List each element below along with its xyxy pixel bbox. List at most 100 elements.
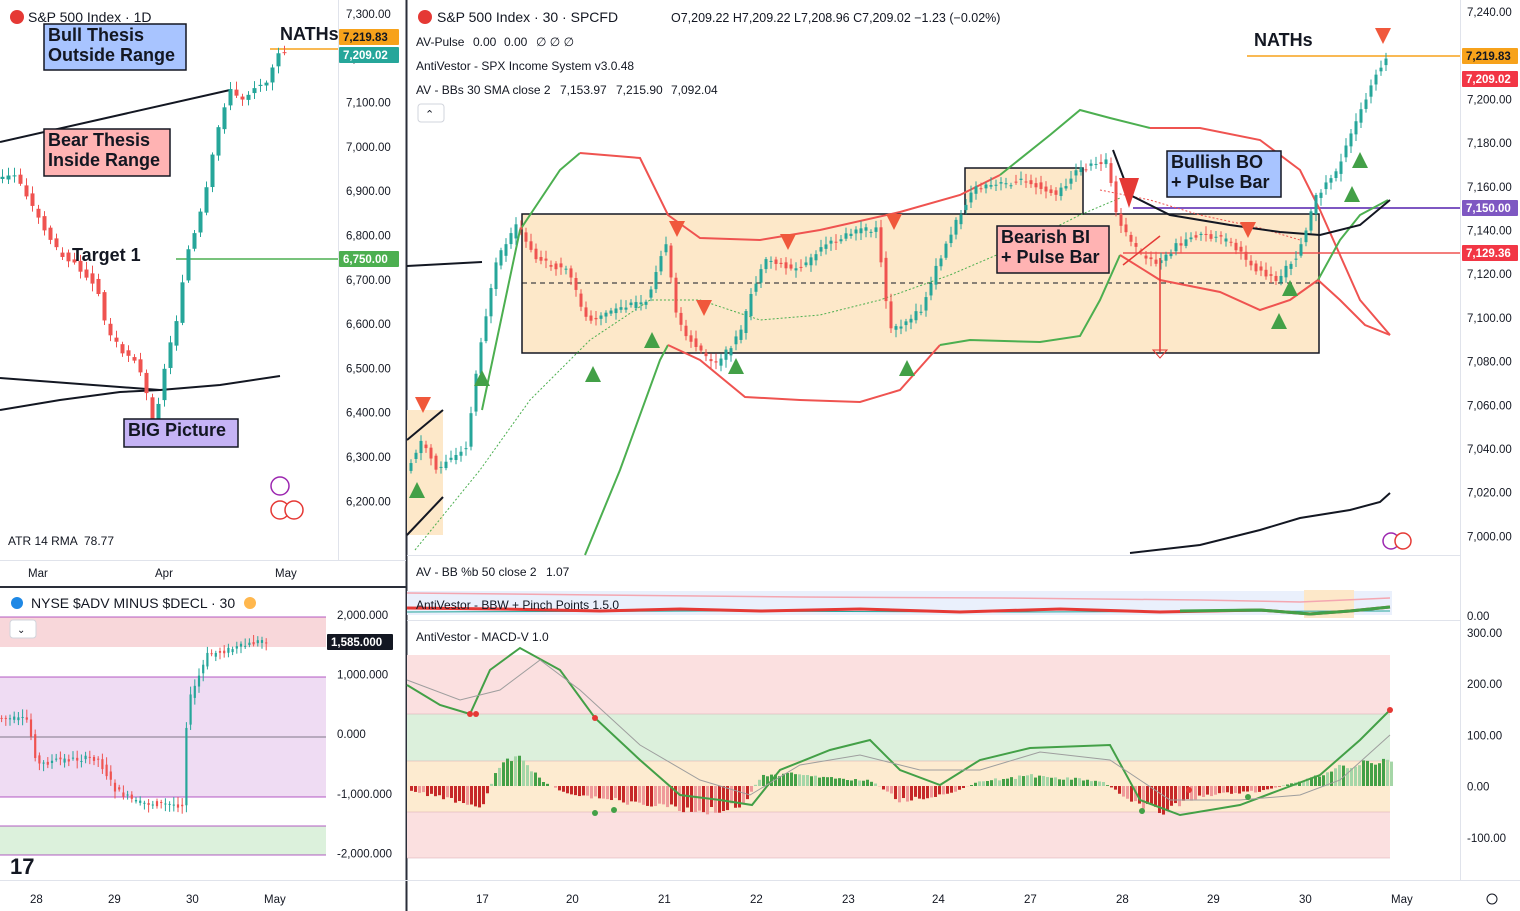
price-candle	[644, 301, 648, 305]
bb-upper	[579, 152, 1001, 242]
price-candle	[1159, 260, 1163, 264]
price-candle	[1204, 233, 1208, 235]
macd-hist-bar	[1262, 786, 1265, 791]
price-candle	[679, 312, 683, 325]
price-candle	[964, 204, 968, 211]
price-tag	[339, 29, 399, 45]
macd-hist-bar	[1210, 786, 1213, 797]
price-candle	[694, 338, 698, 347]
left-top-chart: 7,300.007,200.007,100.007,000.006,900.00…	[0, 9, 399, 580]
adv-decl-candle	[42, 762, 45, 764]
price-candle	[919, 311, 923, 313]
price-candle	[859, 228, 863, 234]
macd-hist-bar	[414, 786, 417, 792]
long-sma	[1129, 492, 1391, 554]
adv-decl-candle	[38, 755, 41, 764]
price-candle	[509, 233, 513, 245]
macd-hist-bar	[1114, 786, 1117, 790]
bb-lower	[1119, 254, 1319, 312]
price-candle	[699, 345, 703, 351]
macd-hist-bar	[578, 786, 581, 797]
adv-decl-candle	[147, 803, 150, 805]
start-line	[406, 409, 444, 441]
price-candle	[1309, 211, 1313, 231]
price-candle	[464, 448, 468, 450]
adv-decl-candle	[63, 758, 66, 763]
adv-decl-candle	[176, 804, 180, 808]
bullish-bo-box	[1166, 150, 1282, 198]
price-candle	[759, 269, 763, 283]
macd-hist-bar	[1142, 786, 1145, 809]
price-candle	[989, 185, 993, 187]
price-candle	[589, 315, 593, 321]
bull-thesis-text: Bull Thesis	[48, 25, 144, 45]
adv-decl-candle	[189, 694, 192, 725]
macd-hist-bar	[1374, 764, 1377, 786]
adv-decl-candle	[76, 757, 79, 761]
price-candle	[564, 268, 568, 270]
price-candle	[939, 258, 943, 267]
bull-thesis-box	[43, 23, 187, 71]
price-candle	[954, 219, 958, 235]
sell-arrow	[696, 300, 712, 316]
x-tick-label: 30	[1299, 894, 1312, 906]
bbw-tick: 0.00	[1467, 611, 1489, 623]
macd-hist-bar	[1006, 778, 1009, 786]
price-candle	[959, 214, 963, 225]
price-candle	[1019, 178, 1023, 180]
price-tag	[327, 634, 393, 650]
price-candle	[1194, 235, 1198, 238]
macd-hist-bar	[598, 786, 601, 799]
price-candle	[724, 349, 728, 360]
macd-hist-bar	[638, 786, 641, 803]
daily-candle	[192, 233, 197, 249]
adv-decl-candle	[134, 799, 138, 802]
price-candle	[549, 265, 553, 267]
macd-hist-bar	[1030, 774, 1033, 786]
price-candle	[764, 259, 768, 270]
price-candle	[709, 359, 713, 362]
macd-legend: AntiVestor - MACD-V 1.0	[416, 630, 549, 644]
macd-hist-bar	[762, 774, 765, 786]
macd-hist-bar	[514, 756, 517, 786]
adv-decl-candle	[223, 650, 226, 654]
macd-hist-bar	[958, 786, 961, 790]
sell-arrow	[415, 397, 431, 413]
tv-logo-icon: 17	[10, 854, 34, 879]
macd-hist-bar	[1222, 786, 1225, 793]
macd-hist-bar	[670, 786, 673, 805]
price-candle	[569, 268, 573, 278]
adv-decl-candle	[210, 653, 213, 655]
macd-hist-bar	[1198, 786, 1201, 796]
price-candle	[534, 248, 538, 260]
price-tag-text: 7,219.83	[343, 32, 388, 44]
price-candle	[639, 302, 643, 305]
macd-hist-bar	[782, 773, 785, 786]
ohlc-values: O7,209.22 H7,209.22 L7,208.96 C7,209.02 …	[671, 11, 1000, 25]
macd-hist-bar	[1254, 786, 1257, 793]
macd-hist-bar	[802, 775, 805, 786]
macd-hist-bar	[910, 786, 913, 801]
price-candle	[874, 227, 878, 232]
macd-hist-bar	[1274, 786, 1277, 788]
price-candle	[544, 258, 548, 261]
price-candle	[824, 244, 828, 249]
macd-hist-bar	[822, 776, 825, 786]
adv-decl-candle	[164, 803, 167, 805]
macd-hist-bar	[410, 786, 413, 791]
daily-candle	[96, 278, 101, 294]
macd-hist-bar	[470, 786, 473, 805]
macd-hist-bar	[866, 779, 869, 786]
macd-hist-bar	[1306, 778, 1309, 786]
price-candle	[1249, 260, 1253, 266]
price-tag	[339, 251, 399, 267]
price-tag	[1462, 200, 1518, 216]
price-candle	[1264, 269, 1268, 277]
buy-arrow	[728, 358, 744, 374]
macd-hist-bar	[730, 786, 733, 804]
macd-hist-bar	[606, 786, 609, 800]
price-candle	[1039, 182, 1043, 189]
adv-decl-candle	[218, 651, 222, 653]
zone-ob	[407, 655, 1390, 714]
price-candle	[814, 254, 818, 261]
